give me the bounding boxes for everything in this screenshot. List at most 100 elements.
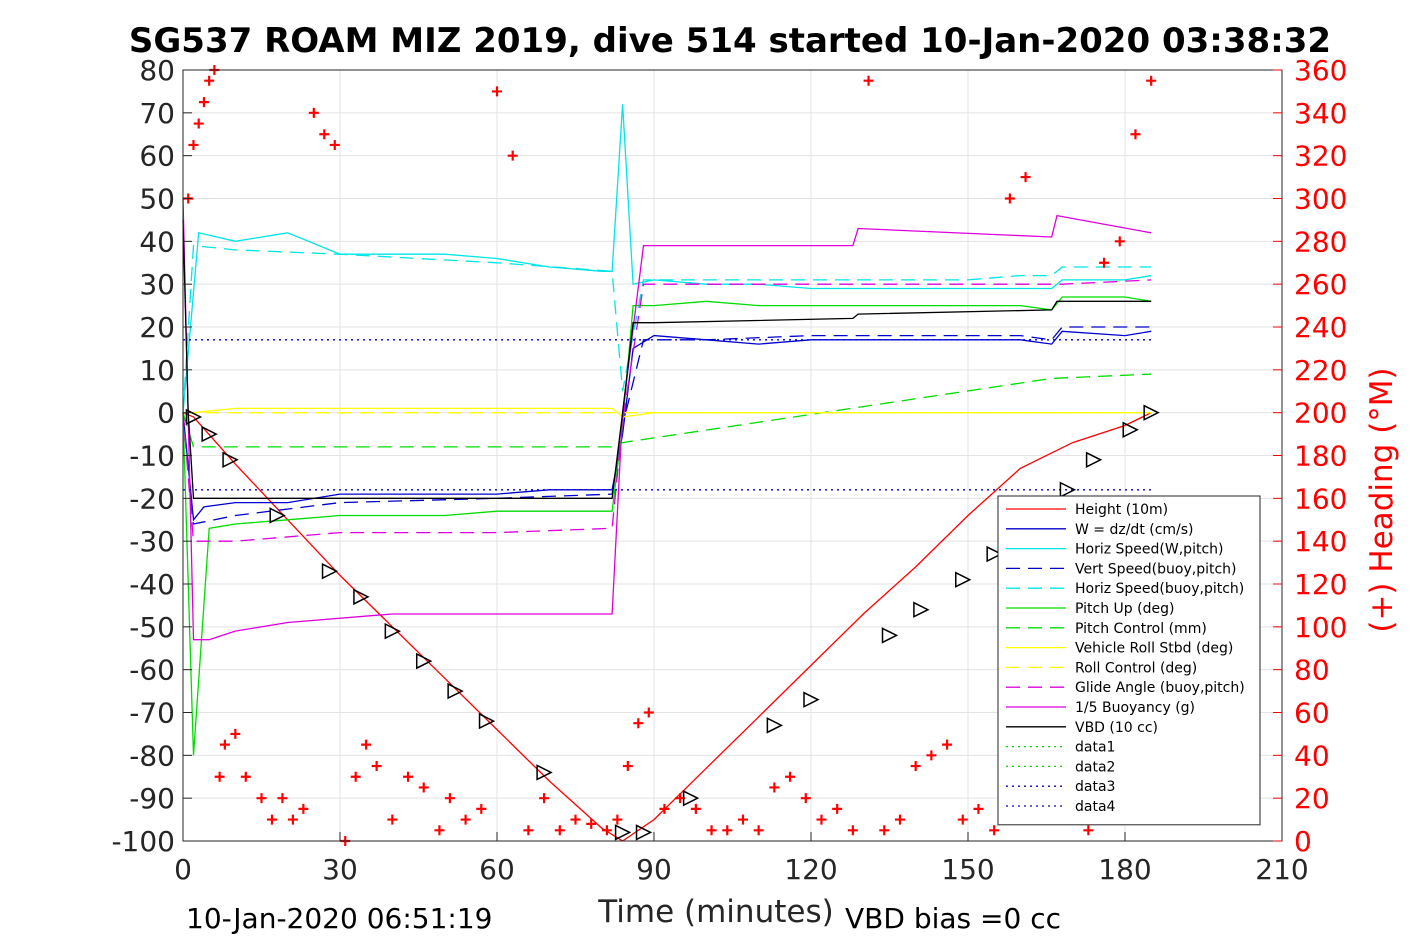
heading-point <box>371 761 382 772</box>
y-tick-label: 40 <box>139 225 175 258</box>
heading-point <box>612 814 623 825</box>
legend-entry: data3 <box>1075 779 1115 795</box>
heading-point <box>690 803 701 814</box>
heading-point <box>219 739 230 750</box>
heading-point <box>214 771 225 782</box>
series-line-1-5-buoyancy-g <box>182 198 1152 641</box>
heading-point <box>387 814 398 825</box>
legend-entry: data1 <box>1075 740 1115 756</box>
heading-point <box>586 818 597 829</box>
y-right-tick-label: 280 <box>1294 225 1347 258</box>
depth-marker <box>269 507 286 524</box>
heading-point <box>256 793 267 804</box>
y-right-tick-label: 160 <box>1294 482 1347 515</box>
y-right-tick-label: 100 <box>1294 611 1347 644</box>
series-line-pitch-up-deg <box>182 296 1152 756</box>
y-right-tick-label: 360 <box>1294 54 1347 87</box>
y-right-tick-label: 180 <box>1294 440 1347 473</box>
heading-point <box>942 739 953 750</box>
x-tick-label: 30 <box>322 853 358 886</box>
heading-point <box>444 793 455 804</box>
depth-marker <box>185 408 203 426</box>
y-right-tick-label: 60 <box>1294 697 1330 730</box>
depth-marker <box>614 824 632 841</box>
x-axis-label: Time (minutes) <box>597 894 833 930</box>
legend-entry: Horiz Speed(W,pitch) <box>1075 542 1223 558</box>
heading-point <box>554 825 565 836</box>
heading-point <box>240 771 251 782</box>
heading-point <box>973 803 984 814</box>
series-line-horiz-speed-buoy-pitch <box>182 244 1152 413</box>
y-right-tick-label: 200 <box>1294 397 1347 430</box>
x-tick-label: 180 <box>1098 853 1151 886</box>
heading-point <box>298 803 309 814</box>
depth-marker <box>635 824 653 841</box>
y-tick-label: -70 <box>129 697 175 730</box>
heading-point <box>643 707 654 718</box>
y-tick-label: -10 <box>129 440 175 473</box>
depth-marker <box>1059 481 1077 498</box>
depth-marker <box>1143 404 1160 421</box>
legend-entry: Height (10m) <box>1075 502 1168 518</box>
y-tick-label: 10 <box>139 354 175 387</box>
depth-marker <box>353 588 370 606</box>
depth-marker <box>447 682 464 700</box>
heading-point <box>832 803 843 814</box>
y-right-tick-label: 0 <box>1294 825 1312 858</box>
heading-point <box>492 86 502 97</box>
heading-point <box>403 771 414 782</box>
x-tick-label: 210 <box>1255 853 1308 886</box>
y-right-tick-label: 80 <box>1294 654 1330 687</box>
y-right-tick-label: 220 <box>1294 354 1347 387</box>
series-line-height-10m <box>182 412 1152 842</box>
depth-marker <box>1122 421 1139 439</box>
series-line-vert-speed-buoy-pitch <box>182 326 1152 525</box>
legend-entry: 1/5 Buoyancy (g) <box>1075 700 1195 716</box>
x-tick-label: 150 <box>941 853 994 886</box>
heading-point <box>1083 825 1094 836</box>
heading-point <box>1146 75 1157 86</box>
y-right-axis-label: (+) Heading (°M) <box>1364 367 1400 632</box>
depth-marker <box>384 622 402 640</box>
y-tick-label: 0 <box>157 397 175 430</box>
heading-point <box>769 782 780 793</box>
heading-point <box>1114 236 1125 247</box>
y-tick-label: -20 <box>129 482 175 515</box>
heading-point <box>601 825 612 836</box>
y-tick-label: -80 <box>129 739 175 772</box>
x-tick-label: 60 <box>479 853 515 886</box>
y-tick-label: -100 <box>111 825 175 858</box>
x-tick-label: 90 <box>636 853 672 886</box>
heading-point <box>1099 257 1110 268</box>
heading-point <box>879 825 890 836</box>
legend-box <box>997 495 1261 826</box>
heading-point <box>785 771 796 782</box>
legend: Height (10m) W = dz/dt (cm/s) Horiz Speed(… <box>997 495 1261 826</box>
heading-point <box>706 825 717 836</box>
legend-entry: Vert Speed(buoy,pitch) <box>1075 561 1237 577</box>
heading-point <box>926 750 937 761</box>
plot-area <box>182 65 1160 846</box>
heading-point <box>361 739 372 750</box>
depth-marker <box>1085 451 1103 468</box>
heading-point <box>722 825 733 836</box>
heading-point <box>957 814 968 825</box>
heading-point <box>894 814 905 825</box>
legend-entry: data2 <box>1075 759 1115 775</box>
legend-entry: VBD (10 cc) <box>1075 720 1158 736</box>
series-line-pitch-control-mm <box>182 373 1152 448</box>
y-tick-label: 80 <box>139 54 175 87</box>
ticks: 80706050403020100-10-20-30-40-50-60-70-8… <box>111 54 1347 886</box>
y-tick-label: -90 <box>129 782 175 815</box>
y-right-tick-label: 260 <box>1294 268 1347 301</box>
legend-entry: Horiz Speed(buoy,pitch) <box>1075 581 1244 597</box>
heading-point <box>539 793 550 804</box>
legend-entry: Pitch Control (mm) <box>1075 621 1207 637</box>
legend-entry: Pitch Up (deg) <box>1075 601 1174 617</box>
legend-entry: Roll Control (deg) <box>1075 660 1197 676</box>
x-tick-label: 0 <box>174 853 192 886</box>
footer-timestamp: 10-Jan-2020 06:51:19 <box>186 902 492 935</box>
y-tick-label: 20 <box>139 311 175 344</box>
heading-point <box>507 150 518 161</box>
